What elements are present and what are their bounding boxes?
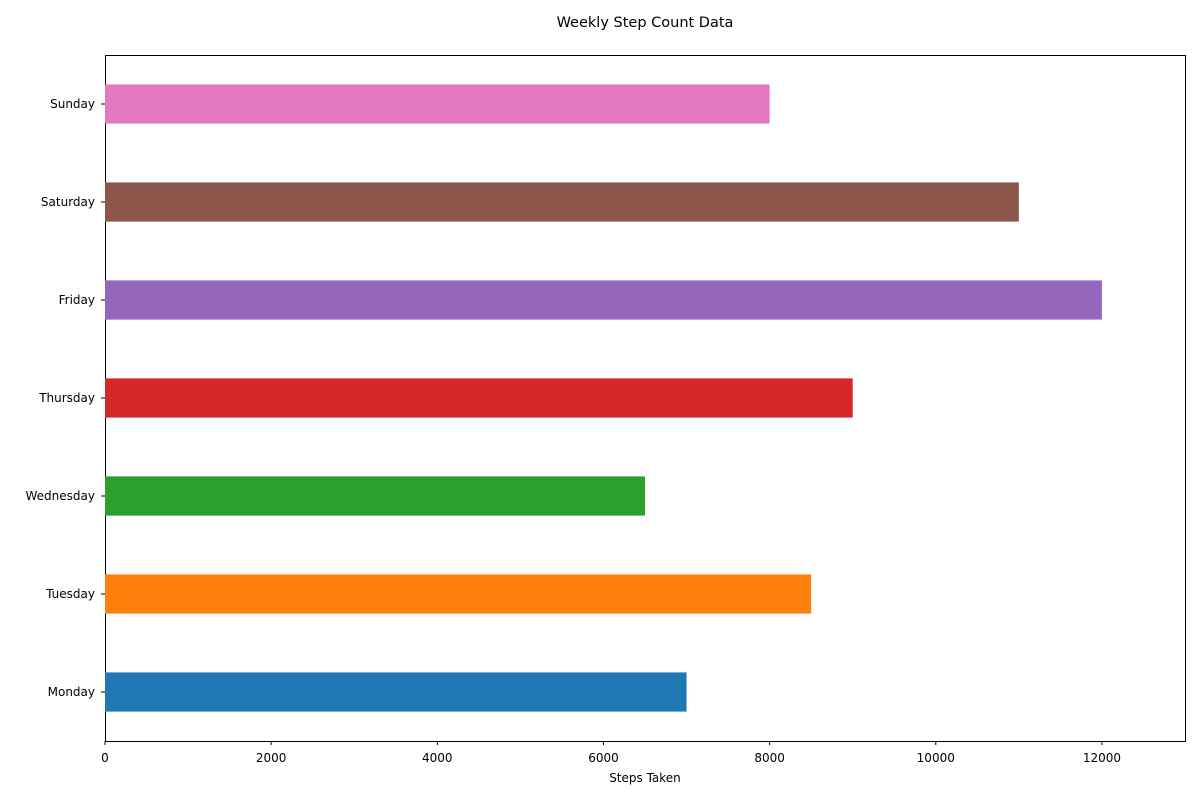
y-tick-label-saturday: Saturday: [41, 195, 95, 209]
bar-tuesday: [105, 574, 812, 614]
bar-saturday: [105, 182, 1019, 222]
x-tick-label-4000: 4000: [422, 751, 453, 765]
x-axis-ticks: 0 2000 4000 6000 8000 10000 12000: [101, 741, 1121, 765]
bar-sunday: [105, 84, 770, 124]
x-tick-label-12000: 12000: [1083, 751, 1121, 765]
x-tick-label-8000: 8000: [754, 751, 785, 765]
y-tick-label-wednesday: Wednesday: [26, 489, 95, 503]
y-axis-ticks: Monday Tuesday Wednesday Thursday Friday Satu…: [26, 97, 105, 699]
bar-monday: [105, 672, 687, 712]
x-tick-label-0: 0: [101, 751, 109, 765]
chart-title: Weekly Step Count Data: [557, 15, 734, 31]
x-tick-label-6000: 6000: [588, 751, 619, 765]
bar-friday: [105, 280, 1102, 320]
x-tick-label-2000: 2000: [256, 751, 287, 765]
bars-group: [105, 84, 1102, 712]
y-tick-label-friday: Friday: [59, 293, 95, 307]
y-tick-label-tuesday: Tuesday: [45, 587, 95, 601]
x-tick-label-10000: 10000: [917, 751, 955, 765]
y-tick-label-thursday: Thursday: [38, 391, 95, 405]
x-axis-label: Steps Taken: [609, 771, 681, 785]
bar-thursday: [105, 378, 853, 418]
y-tick-label-sunday: Sunday: [50, 97, 95, 111]
bar-wednesday: [105, 476, 645, 516]
y-tick-label-monday: Monday: [48, 685, 95, 699]
